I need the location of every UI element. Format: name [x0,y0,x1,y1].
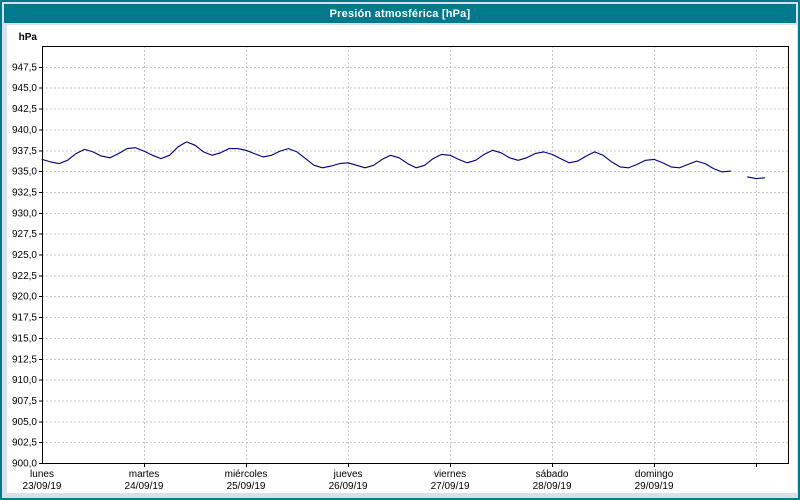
x-day-date: 27/09/19 [431,481,470,492]
y-tick-label: 937,5 [12,146,37,157]
plot-border [42,46,789,464]
x-day-name: domingo [635,469,674,480]
pressure-line [41,141,732,173]
x-day-date: 23/09/19 [23,481,62,492]
x-day-name: martes [129,469,160,480]
y-tick-label: 907,5 [12,396,37,407]
gridlines [42,46,788,463]
axis-ticks [39,66,757,467]
y-tick-label: 945,0 [12,83,37,94]
title-bar: Presión atmosférica [hPa] [4,4,796,23]
series-presión-atmosférica [41,141,766,180]
y-tick-label: 912,5 [12,354,37,365]
y-axis-unit-label: hPa [19,32,38,43]
x-day-date: 28/09/19 [533,481,572,492]
y-tick-label: 910,0 [12,375,37,386]
y-tick-label: 947,5 [12,62,37,73]
y-tick-label: 917,5 [12,313,37,324]
pressure-chart: 947,5 945,0 942,5 940,0 937,5 935,0 932,5 930,0… [12,32,789,492]
x-day-date: 24/09/19 [125,481,164,492]
chart-title: Presión atmosférica [hPa] [329,7,471,20]
y-tick-label: 932,5 [12,187,37,198]
y-tick-label: 905,0 [12,417,37,428]
y-tick-label: 920,0 [12,292,37,303]
y-tick-label: 935,0 [12,167,37,178]
x-day-name: sábado [536,469,569,480]
pressure-line [747,176,766,180]
y-tick-label: 915,0 [12,333,37,344]
x-day-name: viernes [434,469,466,480]
y-tick-label: 902,5 [12,438,37,449]
x-day-name: jueves [333,469,363,480]
x-day-name: miércoles [225,469,268,480]
y-tick-label: 930,0 [12,208,37,219]
x-day-date: 25/09/19 [227,481,266,492]
y-tick-label: 927,5 [12,229,37,240]
x-day-date: 26/09/19 [329,481,368,492]
y-axis-labels: 947,5 945,0 942,5 940,0 937,5 935,0 932,5 930,0… [12,32,37,470]
chart-panel: 947,5 945,0 942,5 940,0 937,5 935,0 932,5 930,0… [7,25,797,493]
x-day-name: lunes [30,469,54,480]
x-day-date: 29/09/19 [635,481,674,492]
y-tick-label: 925,0 [12,250,37,261]
y-tick-label: 922,5 [12,271,37,282]
y-tick-label: 900,0 [12,459,37,470]
y-tick-label: 942,5 [12,104,37,115]
y-tick-label: 940,0 [12,125,37,136]
